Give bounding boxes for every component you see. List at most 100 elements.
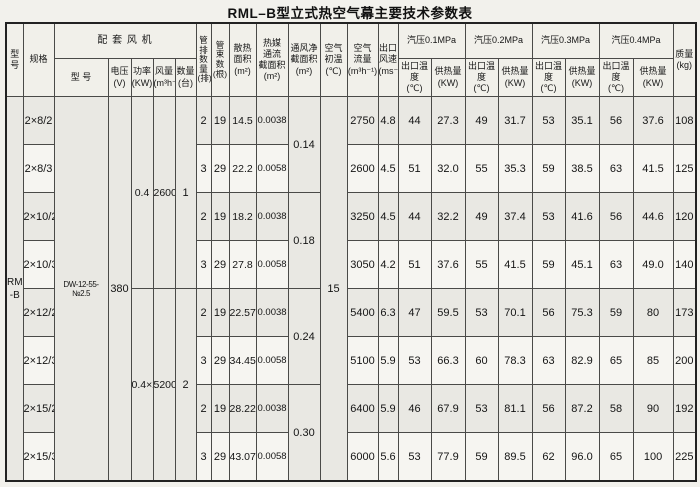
cell-mass: 125 — [672, 144, 697, 193]
cell-outlet-temp-02: 49 — [464, 96, 499, 145]
cell-heat-output-03: 87.2 — [564, 384, 600, 433]
cell-mass: 108 — [672, 96, 697, 145]
cell-heat-output-02: 37.4 — [497, 192, 533, 241]
cell-heat-output-04: 44.6 — [632, 192, 674, 241]
cell-outlet-speed: 4.8 — [377, 96, 399, 145]
cell-spec: 2×10/2 — [22, 192, 55, 241]
col-header-tube-rows: 管 排 数 量 (排) — [195, 22, 212, 97]
cell-spec: 2×10/3 — [22, 240, 55, 289]
cell-spec: 2×15/3 — [22, 432, 55, 482]
cell-mass: 120 — [672, 192, 697, 241]
col-header-spec: 规格 — [22, 22, 55, 97]
table-row: 2×10/2 2 19 18.2 0.0038 0.18 3250 4.5 44… — [6, 192, 697, 289]
cell-outlet-speed: 5.9 — [377, 384, 399, 433]
cell-outlet-temp-03: 56 — [531, 288, 566, 337]
cell-heat-area: 28.22 — [228, 384, 257, 433]
cell-outlet-speed: 4.5 — [377, 192, 399, 241]
cell-heat-output-01: 67.9 — [430, 384, 466, 433]
cell-mass: 200 — [672, 336, 697, 385]
col-header-air-volume: 风量 (m³h⁻¹) — [152, 58, 176, 97]
cell-tube-rows: 3 — [195, 240, 212, 289]
cell-air-flow: 5100 — [346, 336, 379, 385]
cell-mass: 140 — [672, 240, 697, 289]
cell-heat-area: 27.8 — [228, 240, 257, 289]
cell-air-flow: 3050 — [346, 240, 379, 289]
cell-tube-count: 29 — [210, 336, 230, 385]
cell-mass: 192 — [672, 384, 697, 433]
cell-spec: 2×15/2 — [22, 384, 55, 433]
cell-outlet-temp-01: 44 — [397, 96, 432, 145]
cell-fan-model: DW-12-55-№2.5 — [53, 96, 109, 482]
table-row: 2×15/3 3 29 43.07 0.0058 6000 5.6 53 77.… — [6, 432, 697, 482]
col-header-air-flow: 空气 流量 (m³h⁻¹) — [346, 22, 379, 97]
cell-outlet-temp-03: 53 — [531, 96, 566, 145]
cell-power-set2: 0.4×2 — [130, 288, 154, 482]
cell-air-volume-set1: 2600 — [152, 96, 176, 289]
col-header-heat-area: 散热 面积 (m²) — [228, 22, 257, 97]
page-title: RML–B型立式热空气幕主要技术参数表 — [227, 6, 473, 21]
cell-heat-output-02: 31.7 — [497, 96, 533, 145]
cell-heat-output-03: 35.1 — [564, 96, 600, 145]
cell-tube-rows: 2 — [195, 288, 212, 337]
cell-outlet-temp-04: 56 — [598, 192, 634, 241]
cell-vent-section: 0.14 — [287, 96, 321, 193]
parameters-table: 型号 规格 配 套 风 机 管 排 数 量 (排) 管 束 数 (根) 散热 面… — [5, 22, 698, 482]
cell-outlet-temp-03: 63 — [531, 336, 566, 385]
cell-medium-section: 0.0058 — [255, 432, 289, 482]
cell-air-flow: 3250 — [346, 192, 379, 241]
cell-outlet-temp-01: 44 — [397, 192, 432, 241]
cell-tube-rows: 2 — [195, 96, 212, 145]
cell-heat-output-02: 89.5 — [497, 432, 533, 482]
cell-air-flow: 2750 — [346, 96, 379, 145]
cell-heat-output-01: 66.3 — [430, 336, 466, 385]
cell-air-flow: 6400 — [346, 384, 379, 433]
cell-air-flow: 5400 — [346, 288, 379, 337]
col-group-pressure-04mpa: 汽压0.4MPa — [598, 22, 674, 59]
cell-heat-output-03: 75.3 — [564, 288, 600, 337]
cell-medium-section: 0.0058 — [255, 144, 289, 193]
cell-heat-output-01: 32.2 — [430, 192, 466, 241]
cell-outlet-speed: 4.5 — [377, 144, 399, 193]
col-group-fan: 配 套 风 机 — [53, 22, 197, 59]
cell-tube-count: 19 — [210, 96, 230, 145]
cell-heat-output-01: 32.0 — [430, 144, 466, 193]
col-group-pressure-01mpa: 汽压0.1MPa — [397, 22, 466, 59]
cell-heat-output-04: 85 — [632, 336, 674, 385]
col-header-heat-output-02: 供热量 (KW) — [497, 58, 533, 97]
cell-mass: 225 — [672, 432, 697, 482]
col-header-medium-section: 热媒 通流 截面积 (m²) — [255, 22, 289, 97]
col-header-vent-section: 通风净 截面积 (m²) — [287, 22, 321, 97]
cell-heat-output-01: 37.6 — [430, 240, 466, 289]
cell-outlet-temp-04: 65 — [598, 336, 634, 385]
cell-heat-area: 14.5 — [228, 96, 257, 145]
cell-spec: 2×8/3 — [22, 144, 55, 193]
col-header-fan-qty: 数量 (台) — [174, 58, 197, 97]
col-header-heat-output-04: 供热量 (KW) — [632, 58, 674, 97]
cell-heat-output-04: 49.0 — [632, 240, 674, 289]
cell-heat-output-01: 27.3 — [430, 96, 466, 145]
cell-outlet-temp-02: 55 — [464, 240, 499, 289]
cell-air-flow: 6000 — [346, 432, 379, 482]
cell-tube-count: 29 — [210, 240, 230, 289]
cell-spec: 2×12/3 — [22, 336, 55, 385]
cell-voltage: 380 — [107, 96, 132, 482]
cell-heat-output-03: 38.5 — [564, 144, 600, 193]
col-header-model: 型号 — [5, 22, 24, 97]
cell-vent-section: 0.30 — [287, 384, 321, 482]
cell-heat-output-01: 59.5 — [430, 288, 466, 337]
col-header-heat-output-03: 供热量 (KW) — [564, 58, 600, 97]
cell-heat-output-02: 70.1 — [497, 288, 533, 337]
cell-heat-output-04: 80 — [632, 288, 674, 337]
cell-mass: 173 — [672, 288, 697, 337]
cell-tube-rows: 3 — [195, 432, 212, 482]
cell-outlet-temp-01: 46 — [397, 384, 432, 433]
col-header-air-temp-init: 空气 初温 (℃) — [319, 22, 348, 97]
col-header-heat-output-01: 供热量 (KW) — [430, 58, 466, 97]
cell-heat-output-04: 41.5 — [632, 144, 674, 193]
cell-tube-rows: 3 — [195, 336, 212, 385]
cell-outlet-temp-03: 56 — [531, 384, 566, 433]
cell-air-temp-init: 15 — [319, 96, 348, 482]
cell-heat-area: 22.2 — [228, 144, 257, 193]
col-header-tube-count: 管 束 数 (根) — [210, 22, 230, 97]
cell-outlet-temp-03: 59 — [531, 144, 566, 193]
